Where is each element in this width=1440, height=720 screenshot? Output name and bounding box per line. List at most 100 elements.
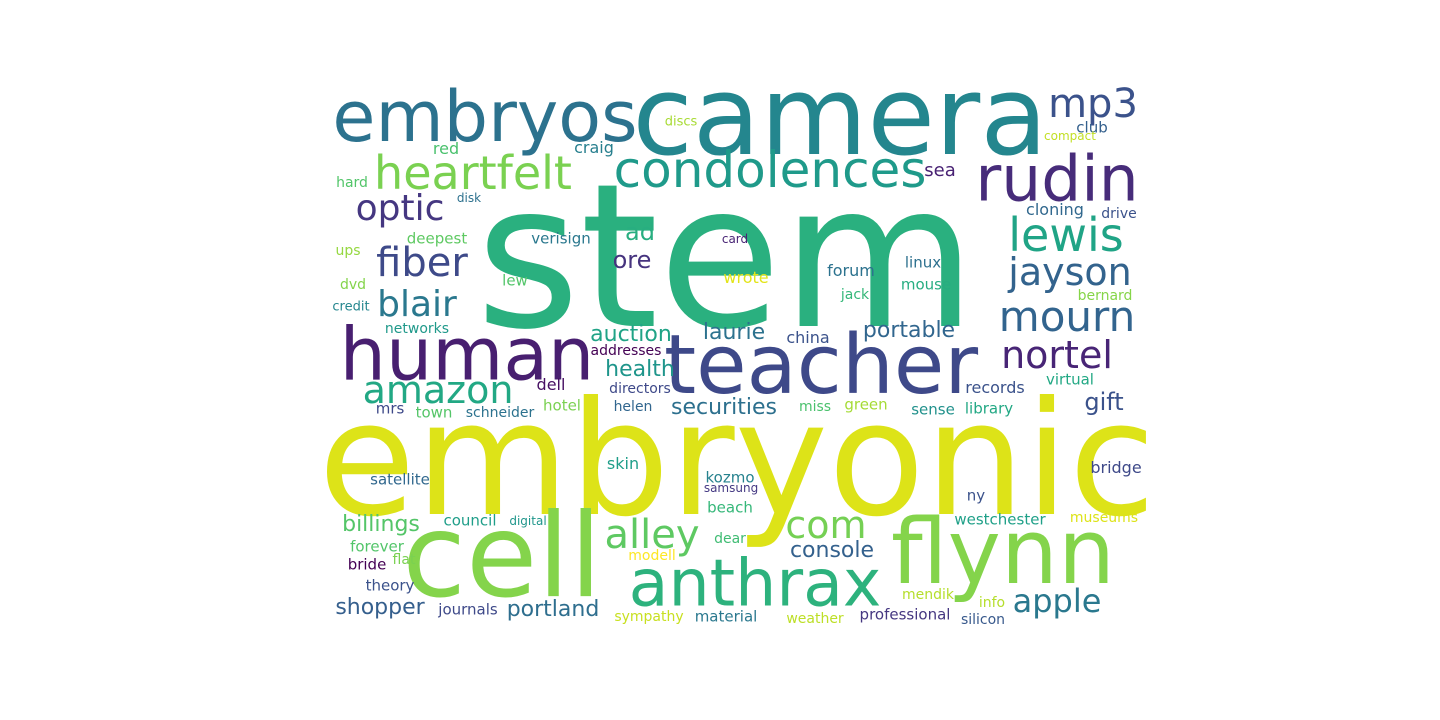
cloud-word-rudin: rudin bbox=[975, 142, 1139, 216]
cloud-word-journals: journals bbox=[438, 600, 498, 619]
cloud-word-cloning: cloning bbox=[1026, 200, 1084, 219]
cloud-word-directors: directors bbox=[609, 381, 671, 397]
cloud-word-wrote: wrote bbox=[723, 268, 769, 287]
cloud-word-mp3: mp3 bbox=[1048, 81, 1138, 127]
cloud-word-credit: credit bbox=[332, 299, 370, 315]
cloud-word-craig: craig bbox=[574, 138, 614, 157]
cloud-word-sense: sense bbox=[911, 400, 955, 419]
cloud-word-ore: ore bbox=[612, 246, 652, 274]
cloud-word-china: china bbox=[786, 328, 830, 347]
cloud-word-jack: jack bbox=[840, 287, 870, 303]
cloud-word-sea: sea bbox=[924, 160, 956, 181]
cloud-word-flat: flat bbox=[392, 552, 416, 568]
cloud-word-heartfelt: heartfelt bbox=[374, 146, 572, 200]
cloud-word-blair: blair bbox=[377, 284, 457, 325]
cloud-word-portland: portland bbox=[506, 597, 600, 622]
cloud-word-hotel: hotel bbox=[543, 396, 581, 415]
cloud-word-sympathy: sympathy bbox=[614, 609, 684, 625]
cloud-word-apple: apple bbox=[1012, 582, 1102, 620]
cloud-word-camera: camera bbox=[632, 52, 1048, 180]
cloud-word-ups: ups bbox=[335, 243, 361, 259]
cloud-word-club: club bbox=[1076, 118, 1108, 137]
cloud-word-alley: alley bbox=[604, 512, 700, 558]
cloud-word-optic: optic bbox=[355, 188, 445, 229]
cloud-word-virtual: virtual bbox=[1046, 370, 1094, 389]
cloud-word-gift: gift bbox=[1084, 388, 1124, 416]
cloud-word-fiber: fiber bbox=[376, 240, 468, 286]
cloud-word-com: com bbox=[785, 503, 867, 547]
cloud-word-kozmo: kozmo bbox=[705, 468, 755, 487]
cloud-word-weather: weather bbox=[786, 611, 844, 627]
cloud-word-skin: skin bbox=[606, 454, 640, 473]
cloud-word-lewis: lewis bbox=[1008, 208, 1124, 262]
cloud-word-ad: ad bbox=[625, 218, 655, 246]
cloud-word-modell: modell bbox=[628, 548, 676, 564]
cloud-word-teacher: teacher bbox=[663, 318, 979, 413]
cloud-word-material: material bbox=[694, 607, 758, 626]
cloud-word-bride: bride bbox=[347, 555, 387, 574]
cloud-word-silicon: silicon bbox=[960, 612, 1006, 628]
cloud-word-flynn: flynn bbox=[890, 500, 1116, 605]
cloud-word-console: console bbox=[789, 538, 875, 563]
cloud-word-discs: discs bbox=[664, 114, 698, 130]
cloud-word-securities: securities bbox=[671, 395, 777, 420]
cloud-word-miss: miss bbox=[798, 399, 832, 415]
cloud-word-cell: cell bbox=[402, 489, 602, 624]
cloud-word-addresses: addresses bbox=[590, 343, 662, 359]
cloud-word-schneider: schneider bbox=[465, 405, 535, 421]
cloud-word-amazon: amazon bbox=[362, 368, 514, 412]
cloud-word-dell: dell bbox=[536, 375, 566, 394]
cloud-word-town: town bbox=[415, 403, 453, 422]
cloud-word-council: council bbox=[443, 511, 497, 530]
cloud-word-records: records bbox=[965, 378, 1025, 397]
cloud-word-verisign: verisign bbox=[531, 229, 591, 248]
cloud-word-forum: forum bbox=[827, 261, 875, 280]
cloud-word-mouse: mouse bbox=[900, 275, 952, 294]
cloud-word-billings: billings bbox=[342, 512, 420, 537]
cloud-word-jayson: jayson bbox=[1008, 250, 1132, 294]
cloud-word-mendik: mendik bbox=[901, 587, 955, 603]
cloud-word-deepest: deepest bbox=[406, 229, 468, 248]
cloud-word-health: health bbox=[605, 357, 675, 382]
cloud-word-disk: disk bbox=[456, 191, 482, 205]
cloud-word-dear: dear bbox=[714, 531, 746, 547]
cloud-word-theory: theory bbox=[365, 576, 415, 595]
cloud-word-satellite: satellite bbox=[370, 470, 430, 489]
cloud-word-hard: hard bbox=[336, 175, 368, 191]
cloud-word-green: green bbox=[844, 395, 888, 414]
cloud-word-embryos: embryos bbox=[332, 76, 638, 158]
cloud-word-embryonic: embryonic bbox=[318, 368, 1156, 552]
cloud-word-beach: beach bbox=[707, 498, 753, 517]
cloud-word-info: info bbox=[978, 595, 1006, 611]
cloud-word-helen: helen bbox=[613, 399, 653, 415]
cloud-word-anthrax: anthrax bbox=[628, 546, 882, 622]
cloud-word-professional: professional bbox=[859, 605, 951, 624]
cloud-word-condolences: condolences bbox=[613, 141, 927, 199]
cloud-word-stem: stem bbox=[475, 141, 977, 374]
cloud-word-laurie: laurie bbox=[702, 320, 766, 345]
cloud-word-linux: linux bbox=[904, 253, 942, 272]
cloud-word-library: library bbox=[964, 399, 1014, 418]
cloud-word-compact: compact bbox=[1044, 129, 1096, 143]
cloud-word-bridge: bridge bbox=[1090, 458, 1142, 477]
cloud-word-card: card bbox=[721, 232, 749, 246]
cloud-word-mrs: mrs bbox=[375, 399, 405, 418]
cloud-word-shopper: shopper bbox=[335, 595, 425, 620]
cloud-word-samsung: samsung bbox=[703, 481, 759, 495]
cloud-word-museums: museums bbox=[1069, 510, 1139, 526]
cloud-word-ny: ny bbox=[966, 486, 986, 505]
cloud-word-drive: drive bbox=[1101, 206, 1137, 222]
cloud-word-forever: forever bbox=[350, 537, 404, 556]
cloud-word-auction: auction bbox=[590, 322, 672, 347]
cloud-word-digital: digital bbox=[509, 514, 547, 528]
cloud-word-lew: lew bbox=[502, 271, 528, 290]
cloud-word-portable: portable bbox=[862, 318, 956, 343]
cloud-word-westchester: westchester bbox=[954, 510, 1046, 529]
cloud-word-bernard: bernard bbox=[1077, 288, 1133, 304]
cloud-word-human: human bbox=[339, 312, 595, 398]
cloud-word-dvd: dvd bbox=[339, 277, 367, 293]
cloud-word-nortel: nortel bbox=[1001, 333, 1113, 377]
cloud-word-mourn: mourn bbox=[998, 292, 1136, 341]
cloud-word-networks: networks bbox=[384, 321, 450, 337]
